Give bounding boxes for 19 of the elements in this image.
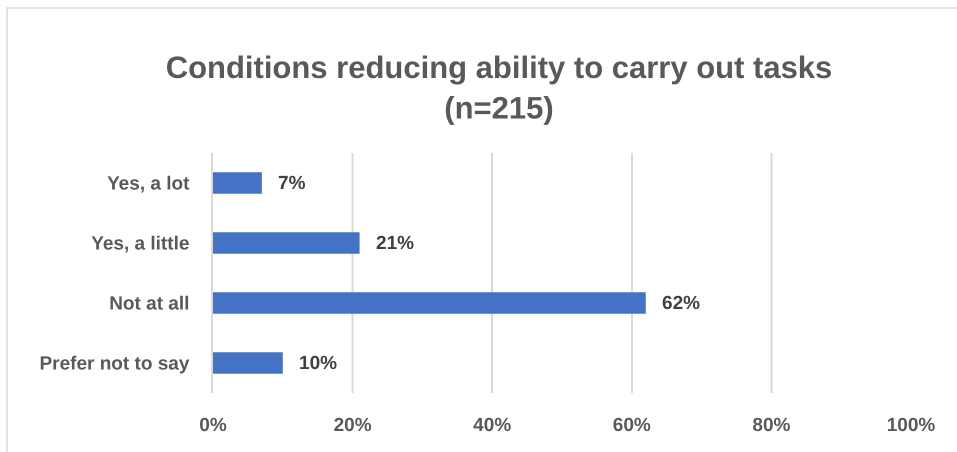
x-tick-label: 0% xyxy=(199,415,227,436)
y-tick-label: Yes, a lot xyxy=(107,174,190,195)
x-tick-label: 100% xyxy=(886,415,936,436)
data-label: 7% xyxy=(278,173,306,194)
bar xyxy=(213,172,262,194)
x-tick-label: 40% xyxy=(473,415,512,436)
x-tick-label: 60% xyxy=(612,415,651,436)
data-label: 10% xyxy=(299,353,338,374)
data-label: 21% xyxy=(376,233,414,254)
y-tick-label: Not at all xyxy=(109,294,190,315)
x-tick-label: 20% xyxy=(334,415,372,436)
y-tick-label: Prefer not to say xyxy=(40,354,190,375)
data-label: 62% xyxy=(662,293,700,314)
chart-title: Conditions reducing ability to carry out tasks (n=215) xyxy=(166,50,832,126)
bar xyxy=(213,292,646,314)
bar xyxy=(213,352,283,374)
x-tick-label: 80% xyxy=(752,415,791,436)
bar xyxy=(213,232,360,254)
y-tick-label: Yes, a little xyxy=(91,234,190,255)
